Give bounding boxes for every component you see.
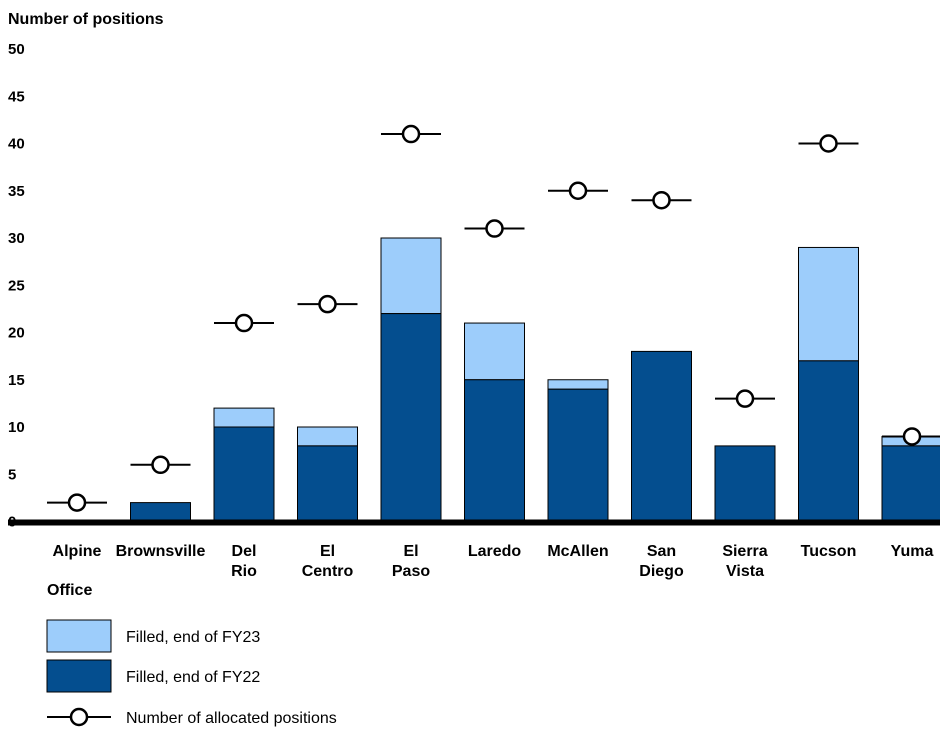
bar-fy23-segment [297,426,358,447]
allocated-marker-circle [67,493,87,512]
x-axis-title: Office [47,582,92,599]
x-category-label: Del Rio [231,543,257,580]
bar-fy23-segment [464,322,525,381]
legend: Filled, end of FY23 Filled, end of FY22 … [46,619,337,727]
bar-fy22-segment [881,445,940,522]
bar-fy22-segment [631,350,692,522]
allocated-marker-circle [234,313,254,333]
allocated-marker-circle [318,294,337,314]
x-category-label: Sierra Vista [722,543,767,580]
bar-fy22-segment [547,388,609,523]
x-category-label: Brownsville [116,543,206,560]
y-tick-label: 20 [8,325,25,342]
allocated-marker-circle [151,455,170,475]
bar-fy22-segment [464,379,525,522]
bar-fy22-segment [297,445,358,522]
allocated-marker-circle [652,190,671,210]
allocated-marker-circle [735,389,755,408]
bar-fy22-segment [798,360,859,522]
allocated-marker-circle [401,124,421,144]
y-tick-label: 15 [8,372,25,389]
y-tick-label: 45 [8,88,25,105]
x-category-label: Tucson [801,543,857,560]
legend-label-fy23: Filled, end of FY23 [126,629,260,646]
x-category-label: El Paso [392,543,430,580]
legend-marker-circle [69,707,89,727]
bar-fy23-segment [547,379,609,390]
bars [130,237,940,523]
legend-label-fy22: Filled, end of FY22 [126,669,260,686]
y-tick-label: 35 [8,183,25,200]
x-category-label: Laredo [468,543,522,560]
allocated-marker-circle [568,181,588,200]
x-category-label: Yuma [891,543,934,560]
bar-fy23-segment [213,407,275,428]
y-tick-label: 25 [8,277,25,294]
bar-fy22-segment [714,445,776,522]
allocated-marker-circle [819,134,838,153]
y-tick-label: 50 [8,41,25,58]
legend-swatch-fy22 [46,659,112,693]
bar-fy22-segment [213,426,275,522]
y-axis-title: Number of positions [8,11,164,28]
x-category-label: Alpine [53,543,102,560]
allocated-markers [47,124,940,512]
y-tick-label: 5 [8,466,16,483]
bar-fy23-segment [380,237,442,315]
bar-fy23-segment [798,246,859,362]
x-category-label: McAllen [547,543,608,560]
legend-label-allocated: Number of allocated positions [126,710,337,727]
bar-fy22-segment [130,502,191,523]
allocated-marker-circle [902,427,922,446]
y-tick-label: 40 [8,136,25,153]
x-category-label: San Diego [639,543,684,580]
y-axis-ticks: 05101520253035404550 [8,41,25,531]
x-axis-category-labels: Alpine Brownsville Del Rio El Centro El Paso Lar… [53,543,934,580]
bar-fy22-segment [380,313,442,522]
y-tick-label: 10 [8,419,25,436]
x-category-label: El Centro [302,543,354,580]
y-tick-label: 30 [8,230,25,247]
allocated-marker-circle [485,219,504,238]
legend-swatch-fy23 [46,619,112,653]
